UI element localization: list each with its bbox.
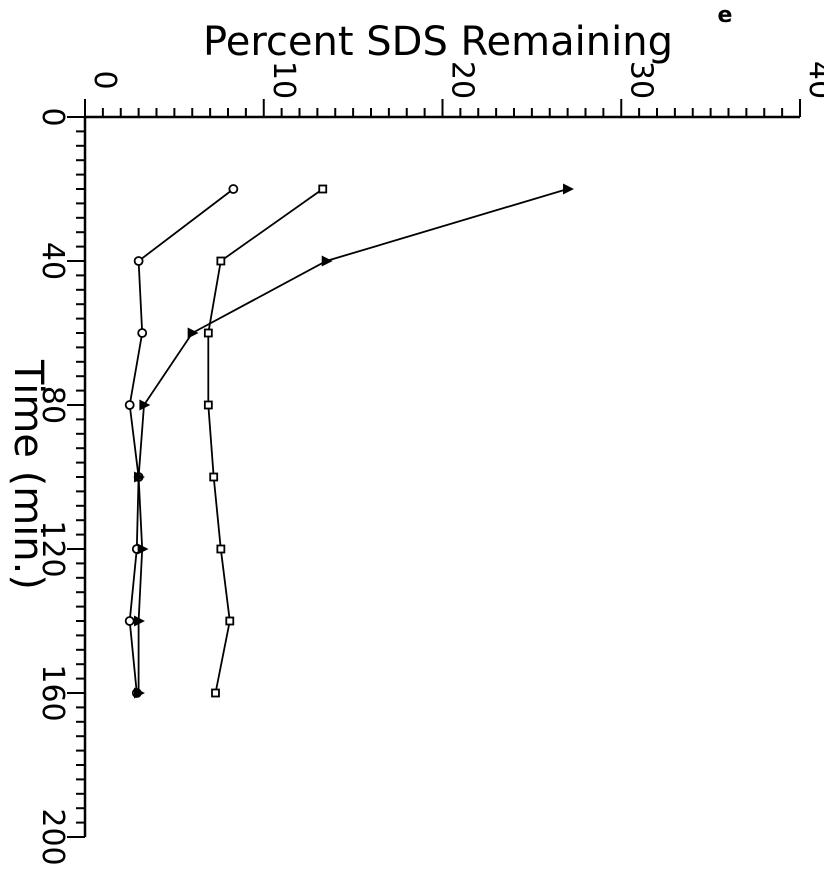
x-axis-title: Time (min.)	[5, 359, 51, 590]
x-tick-label: 160	[35, 664, 70, 721]
data-point-square	[225, 616, 235, 626]
data-point-triangle	[134, 471, 145, 483]
series-line-square	[207, 188, 324, 694]
data-point-circle	[228, 184, 239, 194]
data-point-square	[216, 256, 226, 266]
y-axis-title: Percent SDS Remaining	[203, 19, 673, 65]
chart-series	[124, 183, 574, 699]
data-point-triangle	[134, 615, 145, 627]
x-tick-label: 0	[35, 107, 70, 126]
x-tick-label: 120	[35, 520, 70, 577]
panel-label: e	[718, 3, 733, 28]
chart-labels: 0 10 20 30 40 0 40 80 120 160 200	[35, 61, 824, 866]
series-line-triangle	[137, 188, 568, 693]
series-square	[203, 184, 328, 698]
y-tick-label: 20	[445, 61, 480, 99]
data-point-circle	[133, 256, 144, 266]
x-tick-label: 40	[35, 242, 70, 280]
data-point-square	[318, 184, 328, 194]
x-tick-label: 200	[35, 808, 70, 865]
y-tick-label: 30	[623, 61, 658, 99]
data-point-triangle	[321, 255, 333, 267]
x-tick-label: 80	[35, 386, 70, 424]
data-point-circle	[124, 400, 135, 410]
series-triangle	[134, 183, 574, 699]
chart-axes	[67, 99, 801, 838]
data-point-circle	[124, 616, 135, 626]
data-point-triangle	[139, 399, 151, 411]
y-tick-label: 40	[802, 61, 824, 99]
data-point-square	[203, 328, 213, 338]
data-point-square	[211, 688, 220, 698]
data-point-triangle	[187, 327, 199, 339]
data-point-square	[216, 544, 226, 554]
data-point-triangle	[137, 543, 149, 555]
data-point-square	[209, 472, 219, 482]
data-point-triangle	[563, 183, 574, 195]
y-tick-label: 0	[87, 70, 122, 89]
series-line-circle	[128, 188, 234, 694]
y-tick-label: 10	[266, 61, 301, 99]
data-point-circle	[137, 328, 148, 338]
data-point-square	[203, 400, 213, 410]
data-point-triangle	[134, 687, 145, 699]
